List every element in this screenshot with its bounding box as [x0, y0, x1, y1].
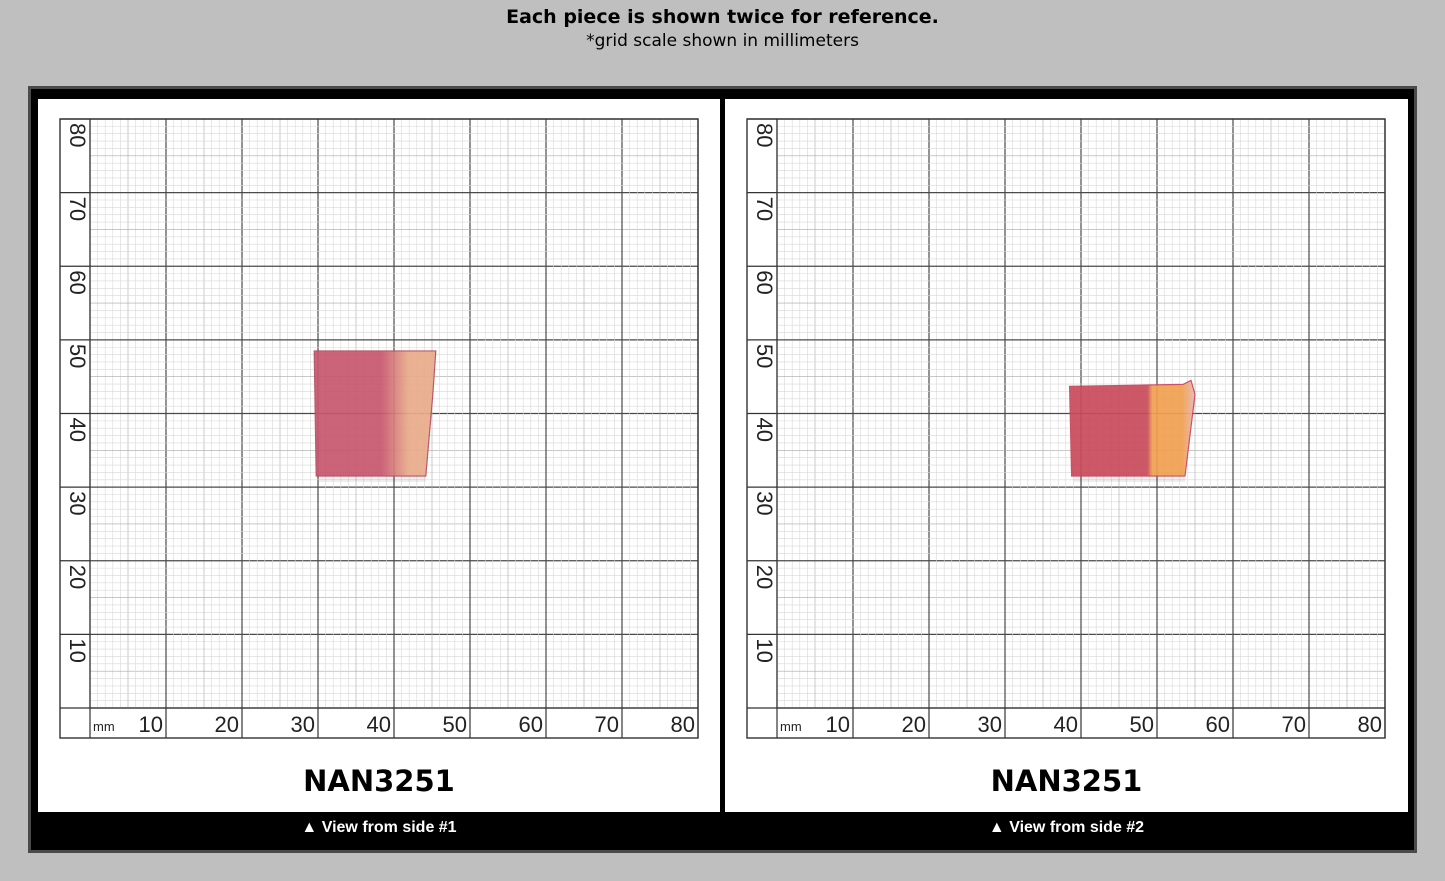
y-tick-label: 10 [752, 638, 777, 662]
grid-border [59, 118, 699, 739]
y-tick-label: 30 [752, 491, 777, 515]
x-tick-label: 70 [1282, 712, 1306, 737]
x-tick-label: 40 [367, 712, 391, 737]
specimen-shadow [1073, 474, 1185, 483]
grid-border [746, 118, 1386, 739]
x-tick-label: 20 [215, 712, 239, 737]
specimen-shadow [318, 474, 426, 483]
header-title: Each piece is shown twice for reference. [506, 6, 939, 28]
gem-specimen [313, 350, 437, 477]
caption-side-2: ▲ View from side #2 [988, 819, 1145, 836]
piece-id-label: NAN3251 [990, 764, 1143, 798]
x-tick-label: 20 [902, 712, 926, 737]
unit-label: mm [780, 719, 802, 734]
unit-label: mm [93, 719, 115, 734]
y-tick-label: 50 [65, 344, 90, 368]
x-tick-label: 10 [826, 712, 850, 737]
y-tick-label: 20 [752, 565, 777, 589]
x-tick-label: 60 [1206, 712, 1230, 737]
x-tick-label: 80 [671, 712, 695, 737]
panel-side-1: 10 20 30 40 50 60 70 80 mm 10 20 30 40 50 60 70 80 NAN32… [38, 99, 720, 812]
x-tick-label: 30 [291, 712, 315, 737]
x-tick-label: 70 [595, 712, 619, 737]
y-tick-label: 30 [65, 491, 90, 515]
grid-sheet-side-1: 10 20 30 40 50 60 70 80 mm 10 20 30 40 50 60 70 80 [59, 118, 699, 739]
panel-side-2: 10 20 30 40 50 60 70 80 mm 10 20 30 40 50 60 70 80 NAN32… [725, 99, 1408, 812]
y-tick-label: 10 [65, 638, 90, 662]
x-tick-label: 10 [139, 712, 163, 737]
y-tick-label: 70 [65, 197, 90, 221]
piece-id-label: NAN3251 [303, 764, 455, 798]
x-tick-label: 30 [978, 712, 1002, 737]
y-tick-label: 50 [752, 344, 777, 368]
y-tick-label: 40 [65, 418, 90, 442]
y-tick-label: 20 [65, 565, 90, 589]
x-tick-label: 50 [443, 712, 467, 737]
y-tick-label: 60 [65, 270, 90, 294]
x-tick-label: 50 [1130, 712, 1154, 737]
grid-sheet-side-2: 10 20 30 40 50 60 70 80 mm 10 20 30 40 50 60 70 80 [746, 118, 1386, 739]
gem-specimen [1068, 379, 1196, 477]
photo-frame: 10 20 30 40 50 60 70 80 mm 10 20 30 40 50 60 70 80 NAN32… [28, 86, 1417, 853]
x-tick-label: 60 [519, 712, 543, 737]
x-tick-label: 80 [1358, 712, 1382, 737]
x-tick-label: 40 [1054, 712, 1078, 737]
y-tick-label: 60 [752, 270, 777, 294]
y-tick-label: 80 [65, 123, 90, 147]
y-tick-label: 80 [752, 123, 777, 147]
header-subtitle: *grid scale shown in millimeters [586, 31, 859, 51]
y-tick-label: 70 [752, 197, 777, 221]
y-tick-label: 40 [752, 418, 777, 442]
caption-side-1: ▲ View from side #1 [301, 819, 457, 836]
